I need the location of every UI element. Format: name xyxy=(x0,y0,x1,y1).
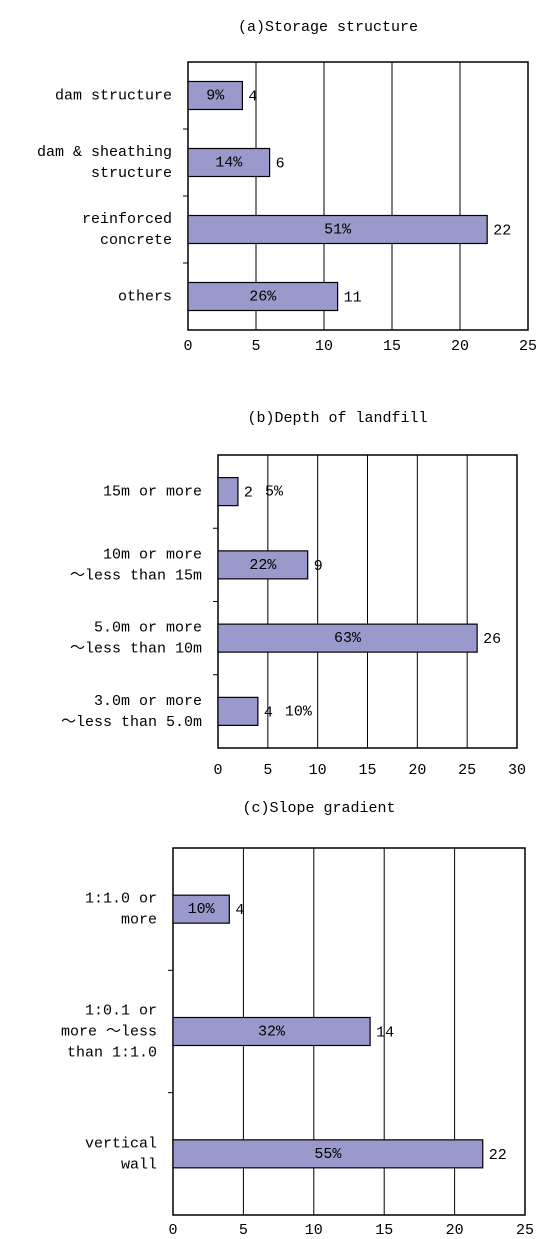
x-tick-label: 25 xyxy=(519,338,537,355)
chart-title: (b)Depth of landfill xyxy=(247,410,427,427)
y-tick-label: wall xyxy=(121,1156,157,1173)
bar xyxy=(187,147,271,178)
x-tick-label: 0 xyxy=(183,338,192,355)
value-label: 4 xyxy=(264,704,273,721)
y-tick-label: than 1:1.0 xyxy=(67,1044,157,1061)
bar xyxy=(187,281,339,312)
y-tick-label: reinforced xyxy=(82,211,172,228)
y-tick-label: structure xyxy=(91,165,172,182)
share-label: 26% xyxy=(249,288,277,305)
bar xyxy=(172,1139,484,1169)
x-tick-label: 10 xyxy=(305,1222,323,1239)
value-label: 22 xyxy=(493,222,511,239)
value-label: 22 xyxy=(489,1147,507,1164)
x-tick-label: 0 xyxy=(168,1222,177,1239)
y-tick-label: concrete xyxy=(100,232,172,249)
share-label: 14% xyxy=(215,154,243,171)
x-tick-label: 25 xyxy=(458,762,476,779)
x-tick-label: 25 xyxy=(516,1222,534,1239)
y-tick-label: more xyxy=(121,912,157,929)
share-label: 32% xyxy=(258,1023,286,1040)
value-label: 2 xyxy=(244,485,253,502)
bar xyxy=(217,623,478,653)
x-tick-label: 5 xyxy=(239,1222,248,1239)
share-label: 22% xyxy=(249,557,277,574)
x-tick-label: 20 xyxy=(446,1222,464,1239)
x-tick-label: 0 xyxy=(213,762,222,779)
bar xyxy=(217,477,239,507)
x-tick-label: 20 xyxy=(408,762,426,779)
value-label: 4 xyxy=(235,902,244,919)
value-label: 4 xyxy=(248,88,257,105)
y-tick-label: 5.0m or more xyxy=(94,620,202,637)
share-label: 63% xyxy=(334,630,362,647)
y-tick-label: 1:1.0 or xyxy=(85,891,157,908)
share-label: 10% xyxy=(285,703,313,720)
value-label: 11 xyxy=(344,289,362,306)
bar xyxy=(187,214,488,245)
share-label: 5% xyxy=(265,484,284,501)
share-label: 9% xyxy=(206,87,225,104)
bar xyxy=(172,1016,371,1047)
x-tick-label: 30 xyxy=(508,762,526,779)
bar xyxy=(172,894,230,924)
y-tick-label: vertical xyxy=(85,1135,157,1152)
x-tick-label: 20 xyxy=(451,338,469,355)
value-label: 6 xyxy=(276,155,285,172)
share-label: 51% xyxy=(324,221,352,238)
chart-title: (c)Slope gradient xyxy=(242,800,395,817)
y-tick-label: 1:0.1 or xyxy=(85,1002,157,1019)
value-label: 9 xyxy=(314,558,323,575)
y-tick-label: ～less than 10m xyxy=(70,641,202,658)
bar xyxy=(217,550,309,580)
x-tick-label: 5 xyxy=(251,338,260,355)
bar xyxy=(187,80,244,111)
y-tick-label: more ～less xyxy=(61,1023,157,1040)
x-tick-label: 5 xyxy=(263,762,272,779)
y-tick-label: ～less than 15m xyxy=(70,567,202,584)
share-label: 55% xyxy=(314,1146,342,1163)
x-tick-label: 15 xyxy=(383,338,401,355)
x-tick-label: 15 xyxy=(358,762,376,779)
x-tick-label: 10 xyxy=(309,762,327,779)
y-tick-label: 3.0m or more xyxy=(94,693,202,710)
value-label: 14 xyxy=(376,1024,394,1041)
y-tick-label: 15m or more xyxy=(103,484,202,501)
x-tick-label: 10 xyxy=(315,338,333,355)
y-tick-label: dam structure xyxy=(55,87,172,104)
y-tick-label: ～less than 5.0m xyxy=(61,714,202,731)
share-label: 10% xyxy=(188,901,216,918)
y-tick-label: 10m or more xyxy=(103,546,202,563)
x-tick-label: 15 xyxy=(375,1222,393,1239)
chart-title: (a)Storage structure xyxy=(238,19,418,36)
y-tick-label: dam & sheathing xyxy=(37,144,172,161)
y-tick-label: others xyxy=(118,288,172,305)
bar xyxy=(217,696,259,726)
value-label: 26 xyxy=(483,631,501,648)
